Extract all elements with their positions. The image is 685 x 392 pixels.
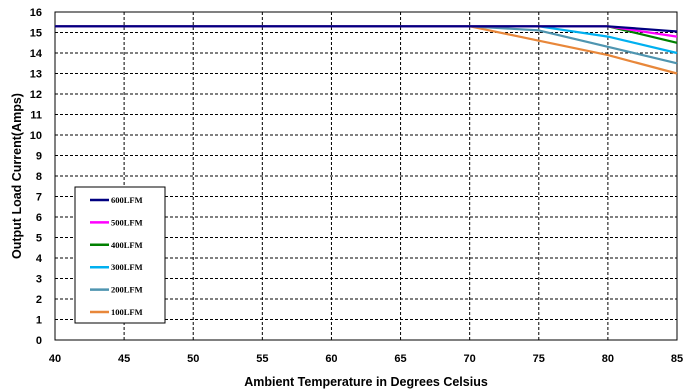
y-tick-label: 11 [30,110,42,122]
x-tick-label: 50 [187,353,199,365]
legend-label: 400LFM [111,240,143,250]
legend-label: 300LFM [111,262,143,272]
x-tick-label: 40 [49,353,61,365]
y-tick-label: 6 [36,212,42,224]
plot-area [54,11,678,341]
y-tick-label: 13 [30,69,42,81]
legend-label: 200LFM [111,285,143,295]
y-tick-label: 8 [36,171,42,183]
y-tick-label: 3 [36,274,42,286]
y-tick-label: 4 [36,253,43,265]
x-tick-label: 65 [394,353,406,365]
y-tick-label: 12 [30,89,42,101]
y-tick-label: 10 [30,130,42,142]
y-tick-label: 16 [30,7,42,19]
y-tick-label: 7 [36,192,42,204]
y-tick-label: 0 [36,335,42,347]
y-tick-label: 14 [30,48,43,60]
legend-label: 100LFM [111,307,143,317]
y-tick-label: 9 [36,151,42,163]
x-axis-ticks: 40 45 50 55 60 65 70 75 80 85 [49,353,683,365]
y-tick-label: 15 [30,28,42,40]
y-tick-label: 1 [36,315,42,327]
x-tick-label: 80 [602,353,614,365]
y-tick-label: 5 [36,233,42,245]
legend-label: 600LFM [111,195,143,205]
series-lines [55,25,678,75]
y-axis-title: Output Load Current(Amps) [10,93,24,259]
legend-label: 500LFM [111,217,143,227]
x-tick-label: 60 [325,353,337,365]
series-line-600lfm [55,25,678,33]
legend: 600LFM 500LFM 400LFM 300LFM 200LFM 100LFM [74,186,166,324]
x-tick-label: 45 [118,353,130,365]
grid-lines [55,12,677,340]
x-tick-label: 55 [256,353,268,365]
x-tick-label: 85 [671,353,683,365]
series-line-200lfm [55,25,678,65]
series-line-500lfm [55,25,678,38]
x-tick-label: 75 [533,353,545,365]
legend-box [74,186,166,324]
x-axis-title: Ambient Temperature in Degrees Celsius [244,375,488,389]
x-tick-label: 70 [464,353,476,365]
y-tick-label: 2 [36,294,42,306]
